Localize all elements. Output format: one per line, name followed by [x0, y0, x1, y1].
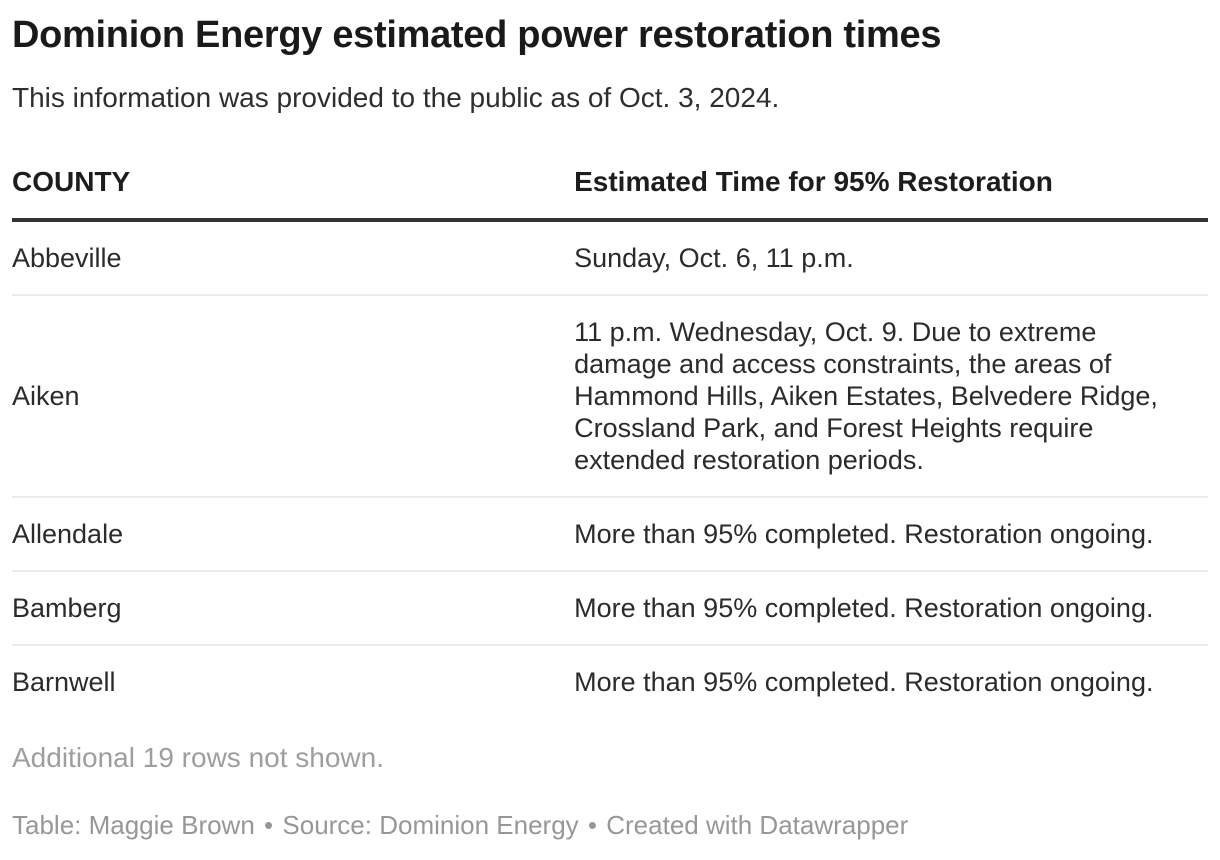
- source-credit: Source: Dominion Energy: [282, 810, 579, 840]
- estimate-cell: Sunday, Oct. 6, 11 p.m.: [574, 220, 1208, 296]
- datawrapper-credit: Created with Datawrapper: [606, 810, 909, 840]
- footer-separator: •: [264, 810, 274, 840]
- table-row: Bamberg More than 95% completed. Restora…: [12, 571, 1208, 646]
- page-title: Dominion Energy estimated power restorat…: [12, 14, 942, 56]
- column-header-county: COUNTY: [12, 166, 575, 222]
- table-footer: Table: Maggie Brown • Source: Dominion E…: [12, 810, 1208, 840]
- datawrapper-table-card: Dominion Energy estimated power restorat…: [0, 12, 1220, 840]
- county-cell: Aiken: [12, 295, 575, 498]
- restoration-table: COUNTY Estimated Time for 95% Restoratio…: [12, 166, 1208, 718]
- byline: Table: Maggie Brown: [12, 810, 255, 840]
- hidden-rows-note: Additional 19 rows not shown.: [12, 742, 384, 773]
- county-cell: Bamberg: [12, 571, 575, 646]
- estimate-cell: More than 95% completed. Restoration ong…: [574, 571, 1208, 646]
- table-header-row: COUNTY Estimated Time for 95% Restoratio…: [12, 166, 1208, 222]
- table-intro: This information was provided to the pub…: [12, 82, 780, 113]
- estimate-cell: 11 p.m. Wednesday, Oct. 9. Due to extrem…: [574, 295, 1208, 498]
- county-cell: Barnwell: [12, 667, 116, 697]
- estimate-cell: More than 95% completed. Restoration ong…: [574, 497, 1208, 572]
- table-row: Barnwell More than 95% completed. Restor…: [12, 645, 1208, 718]
- table-row: Aiken 11 p.m. Wednesday, Oct. 9. Due to …: [12, 295, 1208, 498]
- column-header-estimate: Estimated Time for 95% Restoration: [574, 166, 1208, 222]
- county-cell: Abbeville: [12, 220, 575, 296]
- table-row: Abbeville Sunday, Oct. 6, 11 p.m.: [12, 220, 1208, 296]
- footer-separator: •: [587, 810, 597, 840]
- county-cell: Allendale: [12, 497, 575, 572]
- table-row: Allendale More than 95% completed. Resto…: [12, 497, 1208, 572]
- estimate-cell: More than 95% completed. Restoration ong…: [574, 667, 1154, 697]
